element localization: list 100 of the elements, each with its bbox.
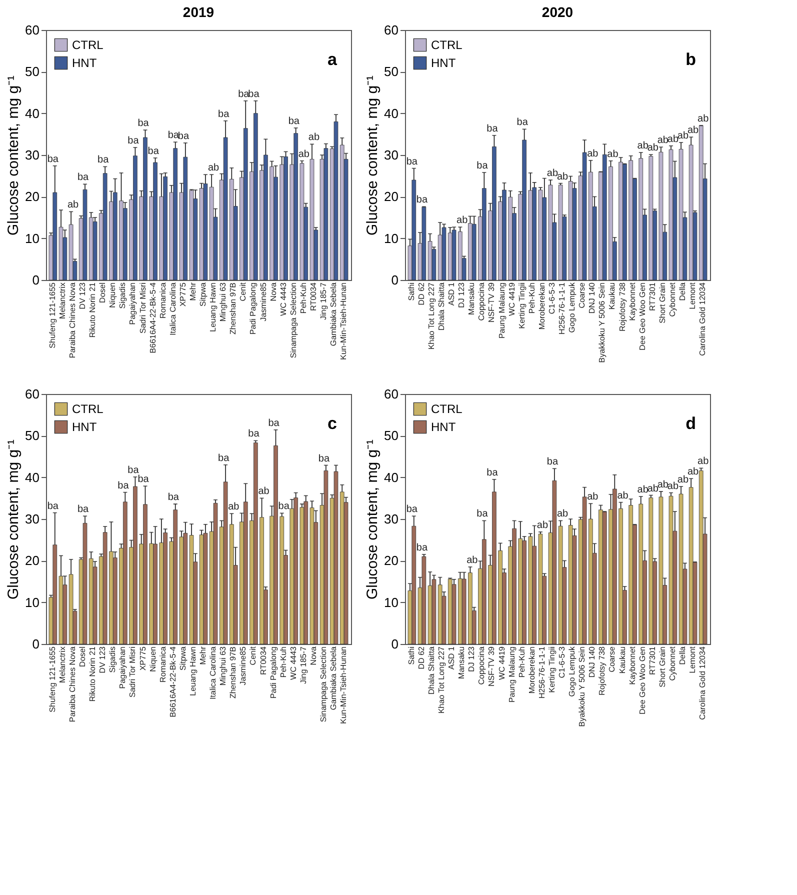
annotation: ab bbox=[587, 148, 599, 160]
x-tick-label: Italica Carolina bbox=[208, 646, 218, 700]
x-tick-label: Mansaku bbox=[467, 282, 476, 315]
x-tick-label: B6616A4-22-Bk-5-4 bbox=[168, 646, 178, 718]
x-tick-label: Gogo Lempuk bbox=[568, 646, 577, 697]
x-tick-label: Romanica bbox=[158, 646, 168, 683]
x-tick-label: Melanctrix bbox=[58, 282, 67, 319]
x-tick-label: Sigadis bbox=[108, 646, 118, 673]
annotation: ba bbox=[476, 160, 488, 172]
y-tick-label: 20 bbox=[384, 553, 398, 568]
x-tick-label: Rikuto Norin 21 bbox=[88, 282, 98, 338]
x-tick-label: WC 4443 bbox=[288, 646, 298, 680]
annotation: d bbox=[686, 414, 696, 433]
bar bbox=[432, 579, 436, 644]
annotation: ba bbox=[406, 156, 418, 168]
x-tick-label: Kaukau bbox=[618, 646, 627, 674]
x-tick-label: Paung Malaung bbox=[497, 282, 506, 339]
annotation: ab bbox=[677, 474, 689, 486]
annotation: ba bbox=[148, 146, 160, 157]
annotation: ba bbox=[486, 123, 498, 134]
x-tick-label: Padi Pagalong bbox=[248, 282, 258, 335]
annotation: ba bbox=[238, 88, 250, 100]
x-tick-label: Sadri Tor Misri bbox=[138, 282, 148, 334]
annotation: ab bbox=[687, 125, 700, 136]
x-tick-label: Niquen bbox=[148, 646, 158, 672]
legend-label: HNT bbox=[431, 56, 456, 70]
bar bbox=[422, 556, 426, 644]
y-tick-label: 30 bbox=[25, 512, 40, 526]
x-tick-label: XP775 bbox=[178, 282, 188, 307]
x-tick-label: Nova bbox=[308, 646, 318, 666]
annotation: ab bbox=[667, 480, 679, 492]
annotation: b bbox=[686, 50, 696, 69]
annotation: ab bbox=[228, 502, 240, 513]
x-tick-label: DV 123 bbox=[98, 646, 108, 674]
bar bbox=[678, 148, 684, 280]
x-tick-label: Peh-Kuh bbox=[517, 646, 526, 678]
x-tick-label: Shufeng 121-1655 bbox=[48, 282, 57, 348]
y-tick-label: 0 bbox=[391, 272, 398, 288]
bar bbox=[422, 206, 426, 280]
x-tick-label: Jing 185-7 bbox=[298, 646, 308, 684]
x-tick-label: DD 62 bbox=[416, 646, 426, 670]
annotation: ba bbox=[248, 428, 260, 440]
x-tick-label: Dee Geo Woo Gen bbox=[638, 646, 647, 714]
x-tick-label: Mansaku bbox=[457, 646, 466, 679]
x-tick-label: Gogo Lempuk bbox=[568, 282, 577, 333]
annotation: ab bbox=[637, 140, 649, 152]
annotation: ab bbox=[587, 492, 599, 503]
x-tick-label: Coppocina bbox=[477, 646, 486, 685]
x-tick-label: Short Grain bbox=[658, 646, 667, 688]
y-tick-label: 50 bbox=[384, 428, 398, 444]
x-tick-label: Sathi bbox=[406, 282, 416, 301]
x-tick-label: Jasmine85 bbox=[258, 282, 268, 322]
x-tick-label: Rojofotsy 738 bbox=[598, 646, 607, 696]
x-tick-label: Shufeng 121-1655 bbox=[48, 646, 57, 712]
x-tick-label: Pagaiyahan bbox=[128, 282, 138, 325]
x-tick-label: WC 4419 bbox=[507, 282, 516, 316]
y-axis-title: Glucose content, mg g⁻¹ bbox=[5, 75, 22, 236]
x-tick-label: Khao Tot Long 227 bbox=[437, 646, 446, 714]
bar bbox=[688, 487, 694, 644]
annotation: ba bbox=[47, 500, 59, 512]
annotation: ba bbox=[128, 464, 140, 476]
x-tick-label: H256-76-1-1-1 bbox=[558, 282, 567, 335]
x-tick-label: Gambiaka Sebela bbox=[329, 646, 338, 710]
x-tick-label: Jing 185-7 bbox=[318, 282, 328, 320]
x-tick-label: Kerting Tingii bbox=[517, 282, 526, 329]
annotation: ab bbox=[617, 490, 629, 502]
x-tick-label: Dhala Shaitta bbox=[427, 646, 436, 695]
legend-label: HNT bbox=[431, 420, 456, 434]
x-tick-label: Dosel bbox=[78, 646, 88, 667]
annotation: ab bbox=[687, 466, 700, 478]
x-tick-label: DV 123 bbox=[78, 282, 88, 310]
y-tick-label: 20 bbox=[384, 189, 398, 204]
annotation: ba bbox=[268, 418, 280, 429]
annotation: ba bbox=[77, 172, 90, 184]
x-tick-label: Short Grain bbox=[658, 282, 667, 324]
x-tick-label: Zhenshan 97B bbox=[228, 646, 238, 699]
x-tick-label: ASD 1 bbox=[447, 282, 456, 306]
x-tick-label: RT0034 bbox=[308, 282, 318, 311]
x-tick-label: WC 4443 bbox=[278, 282, 288, 316]
bar bbox=[688, 144, 694, 280]
annotation: ab bbox=[677, 130, 689, 142]
annotation: ba bbox=[406, 504, 418, 516]
annotation: ab bbox=[67, 200, 80, 211]
annotation: ab bbox=[298, 148, 310, 160]
x-tick-label: Pagaiyahan bbox=[118, 646, 128, 689]
x-tick-label: Coppocina bbox=[477, 282, 486, 321]
y-tick-label: 0 bbox=[391, 636, 398, 652]
annotation: ba bbox=[416, 194, 428, 206]
y-tick-label: 10 bbox=[384, 230, 398, 246]
x-tick-label: Sitpwa bbox=[178, 646, 188, 671]
x-tick-label: C1-6-5-3 bbox=[547, 282, 556, 314]
x-tick-label: Moroberekan bbox=[527, 646, 536, 694]
annotation: ba bbox=[476, 508, 488, 520]
x-tick-label: Della bbox=[678, 646, 687, 665]
x-tick-label: Jasmine85 bbox=[238, 646, 248, 686]
x-tick-label: Cybonnet bbox=[668, 282, 677, 317]
annotation: ab bbox=[637, 484, 649, 496]
y-tick-label: 10 bbox=[384, 594, 398, 610]
annotation: ab bbox=[657, 480, 669, 490]
x-tick-label: Coarse bbox=[578, 282, 587, 308]
